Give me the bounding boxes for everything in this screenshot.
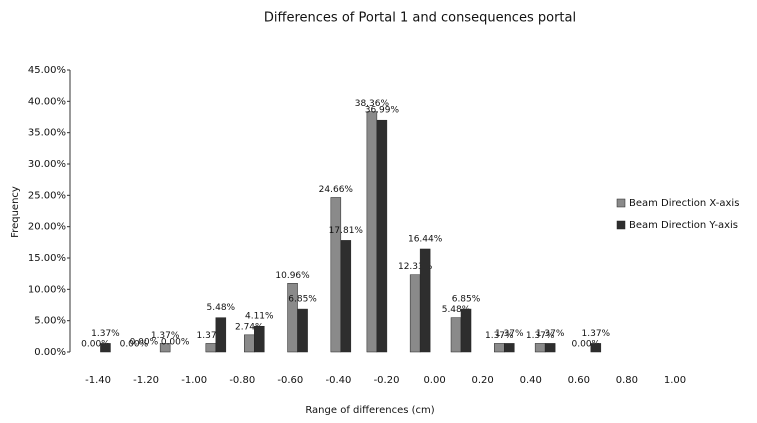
bar [534, 343, 546, 353]
data-label: 12.33% [398, 262, 433, 272]
data-label: 17.81% [329, 226, 364, 236]
bar [409, 274, 421, 353]
x-tick-label: -0.40 [325, 375, 351, 386]
bar [419, 248, 431, 353]
x-tick-label: -0.60 [277, 375, 303, 386]
y-tick-label: 40.00% [28, 96, 66, 107]
data-label: 0.00% [81, 340, 110, 350]
bar [330, 197, 342, 353]
bar [504, 343, 515, 353]
y-tick-label: 20.00% [28, 222, 66, 233]
data-label: 1.37% [151, 331, 180, 341]
bar [244, 334, 255, 353]
x-tick-label: -0.80 [229, 375, 255, 386]
y-tick-label: 5.00% [34, 316, 66, 327]
chart-title: Differences of Portal 1 and consequences… [264, 11, 576, 26]
x-tick-label: -1.20 [133, 375, 159, 386]
bar [297, 308, 308, 353]
data-label: 1.37% [582, 329, 611, 339]
data-label: 1.37% [485, 331, 514, 341]
data-label: 1.37% [495, 329, 524, 339]
bar [590, 343, 602, 353]
bar [376, 119, 388, 353]
y-axis-title: Frequency [10, 186, 21, 238]
data-label: 0.00% [572, 340, 601, 350]
legend-swatch [616, 198, 626, 208]
x-tick-label: 0.00 [423, 375, 445, 386]
legend-swatch [616, 220, 626, 230]
data-label: 10.96% [275, 271, 310, 281]
y-tick-label: 15.00% [28, 253, 66, 264]
y-tick-label: 35.00% [28, 128, 66, 139]
legend-label: Beam Direction Y-axis [629, 220, 738, 231]
y-tick-label: 45.00% [28, 65, 66, 76]
x-tick-label: -1.40 [85, 375, 111, 386]
x-tick-label: 1.00 [664, 375, 686, 386]
data-label: 2.74% [235, 322, 264, 332]
x-tick-label: 0.60 [568, 375, 590, 386]
data-label: 6.85% [288, 295, 317, 305]
data-label: 24.66% [319, 185, 354, 195]
legend-label: Beam Direction X-axis [629, 198, 739, 209]
data-label: 0.00% [161, 338, 190, 348]
data-label: 38.36% [355, 99, 390, 109]
data-label: 5.48% [442, 305, 471, 315]
data-label: 1.37% [526, 331, 555, 341]
x-tick-label: 0.40 [520, 375, 542, 386]
data-label: 36.99% [365, 106, 400, 116]
y-tick-label: 25.00% [28, 190, 66, 201]
data-label: 5.48% [207, 303, 236, 313]
bar [100, 343, 111, 353]
bar [544, 343, 556, 353]
y-tick-label: 30.00% [28, 159, 66, 170]
bar [254, 325, 265, 353]
bar [366, 111, 378, 353]
bar [340, 240, 352, 353]
bar [450, 317, 462, 353]
data-label: 16.44% [408, 234, 443, 244]
data-label: 0.00% [120, 340, 149, 350]
y-tick-label: 10.00% [28, 284, 66, 295]
bar [159, 343, 171, 353]
x-tick-label: -0.20 [374, 375, 400, 386]
data-label: 4.11% [245, 312, 274, 322]
data-label: 1.37% [536, 329, 565, 339]
bar [460, 308, 472, 353]
y-tick-label: 0.00% [34, 347, 66, 358]
data-label: 1.37% [91, 329, 120, 339]
x-tick-label: 0.20 [472, 375, 494, 386]
data-label: 6.85% [452, 295, 481, 305]
x-axis-title: Range of differences (cm) [305, 405, 434, 416]
x-tick-label: 0.80 [616, 375, 638, 386]
x-tick-label: -1.00 [181, 375, 207, 386]
data-label: 0.00% [130, 338, 159, 348]
bar [205, 343, 217, 353]
data-label: 1.37% [197, 331, 226, 341]
bar [215, 317, 227, 353]
bar [494, 343, 505, 353]
